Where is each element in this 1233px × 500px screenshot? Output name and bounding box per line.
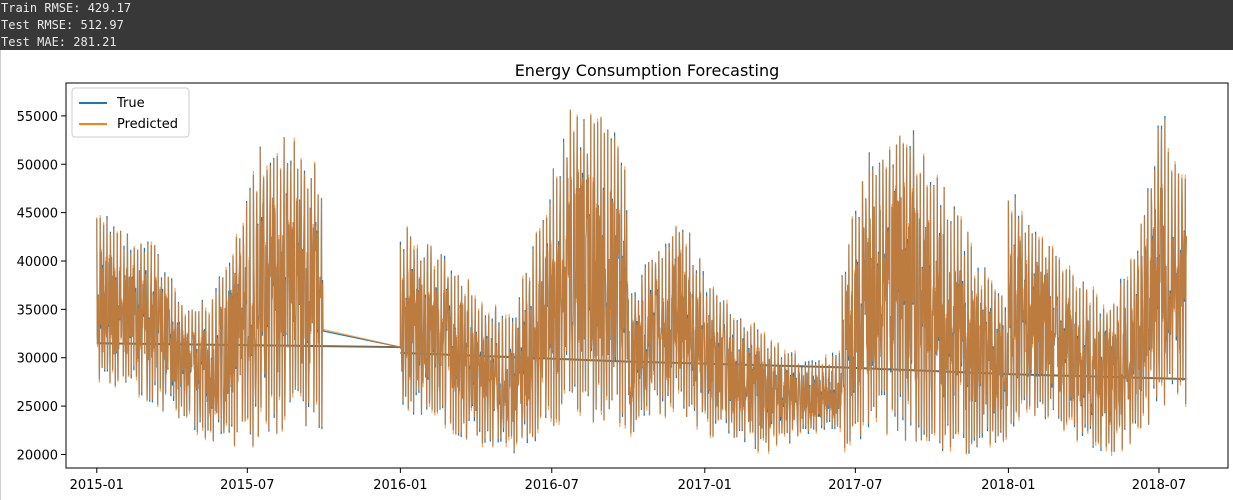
- x-tick-label: 2015-07: [220, 478, 274, 493]
- plot-frame: [65, 82, 1229, 469]
- x-tick-label: 2017-07: [828, 478, 882, 493]
- y-axis: 20000 25000 30000 35000 40000 45000 50000 55000: [17, 110, 66, 463]
- x-tick-label: 2015-01: [70, 478, 124, 493]
- train-rmse-line: Train RMSE: 429.17: [1, 1, 132, 15]
- legend: True Predicted: [71, 87, 190, 138]
- legend-predicted-label: Predicted: [117, 117, 178, 132]
- legend-true-label: True: [116, 96, 145, 111]
- y-tick-label: 30000: [17, 352, 58, 367]
- y-tick-label: 45000: [17, 207, 58, 222]
- test-rmse-line: Test RMSE: 512.97: [1, 18, 124, 32]
- y-tick-label: 40000: [17, 255, 58, 270]
- x-axis: 2015-01 2015-07 2016-01 2016-07 2017-01 2017-…: [70, 468, 1186, 493]
- plot-layer: [96, 109, 1187, 457]
- chart-title: Energy Consumption Forecasting: [515, 61, 780, 80]
- x-tick-label: 2017-01: [678, 478, 732, 493]
- x-tick-label: 2016-01: [373, 478, 427, 493]
- x-tick-label: 2016-07: [525, 478, 579, 493]
- y-tick-label: 20000: [17, 448, 58, 463]
- y-tick-label: 35000: [17, 303, 58, 318]
- test-mae-line: Test MAE: 281.21: [1, 35, 117, 49]
- figure-area: Energy Consumption Forecasting 2015-01 20…: [0, 50, 1233, 500]
- y-tick-label: 55000: [17, 110, 58, 125]
- forecast-chart: Energy Consumption Forecasting 2015-01 20…: [17, 61, 1229, 493]
- y-tick-label: 25000: [17, 400, 58, 415]
- x-tick-label: 2018-07: [1132, 478, 1186, 493]
- y-tick-label: 50000: [17, 158, 58, 173]
- series-predicted-line: [96, 109, 1187, 457]
- x-tick-label: 2018-01: [981, 478, 1035, 493]
- console-output: Train RMSE: 429.17 Test RMSE: 512.97 Tes…: [0, 0, 1233, 50]
